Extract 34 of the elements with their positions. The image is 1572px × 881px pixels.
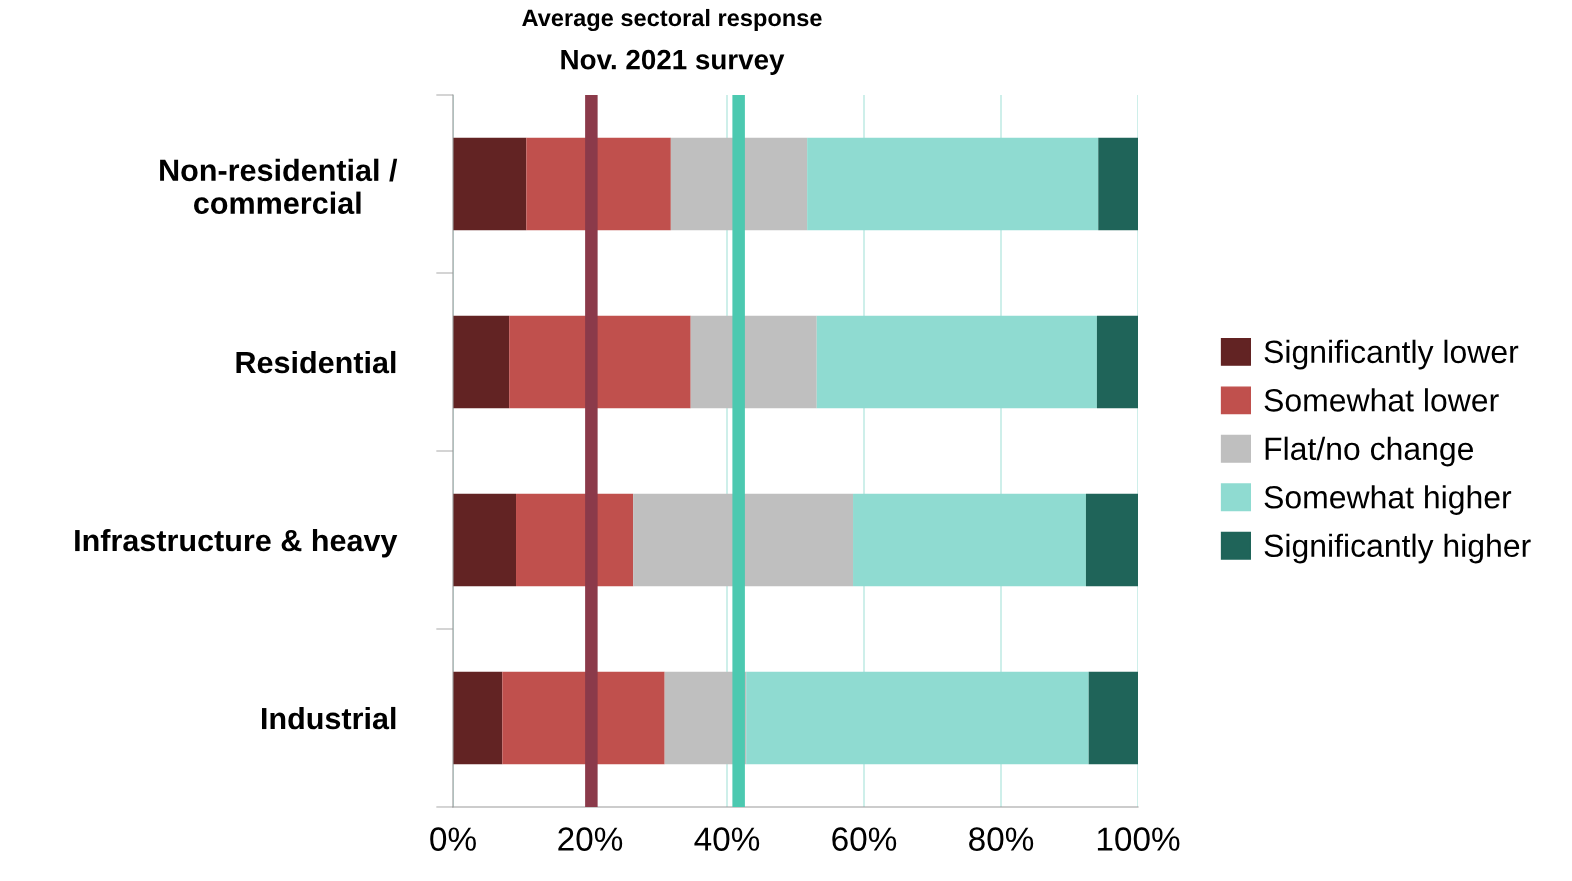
y-tick-label: Residential bbox=[236, 350, 396, 374]
x-tick-label: 60% bbox=[832, 827, 897, 851]
bar bbox=[453, 671, 503, 765]
y-tick-label: Infrastructure & heavy bbox=[75, 528, 398, 558]
legend-label: Somewhat lower bbox=[1264, 388, 1499, 412]
bar bbox=[453, 137, 527, 231]
x-tick-label: 20% bbox=[558, 827, 623, 851]
bar bbox=[502, 671, 665, 765]
bar bbox=[746, 671, 1089, 765]
y-tick-label: Non-residential / commercial bbox=[160, 158, 398, 215]
legend-label: Flat/no change bbox=[1265, 436, 1473, 467]
x-tick-label: 80% bbox=[969, 827, 1034, 851]
x-tick-label: 100% bbox=[1097, 827, 1180, 851]
bar bbox=[816, 315, 1097, 409]
bar bbox=[807, 137, 1099, 231]
bar bbox=[633, 493, 854, 587]
bar bbox=[1096, 315, 1138, 409]
chart-title: Average sectoral response bbox=[522, 8, 822, 32]
bar bbox=[453, 315, 510, 409]
legend-label: Somewhat higher bbox=[1264, 485, 1512, 515]
legend-label: Significantly higher bbox=[1264, 533, 1531, 564]
x-tick-label: 40% bbox=[694, 827, 760, 851]
bar bbox=[509, 315, 691, 409]
bar bbox=[526, 137, 671, 231]
bar bbox=[670, 137, 808, 231]
x-tick-label: 0% bbox=[430, 827, 476, 851]
legend-label: Significantly lower bbox=[1264, 339, 1519, 370]
bar bbox=[453, 493, 517, 587]
bar bbox=[1088, 671, 1138, 765]
bar bbox=[1085, 493, 1138, 587]
y-tick-label: Industrial bbox=[261, 706, 396, 730]
bar bbox=[853, 493, 1086, 587]
chart-subtitle: Nov. 2021 survey bbox=[561, 49, 785, 75]
bar bbox=[1098, 137, 1138, 231]
